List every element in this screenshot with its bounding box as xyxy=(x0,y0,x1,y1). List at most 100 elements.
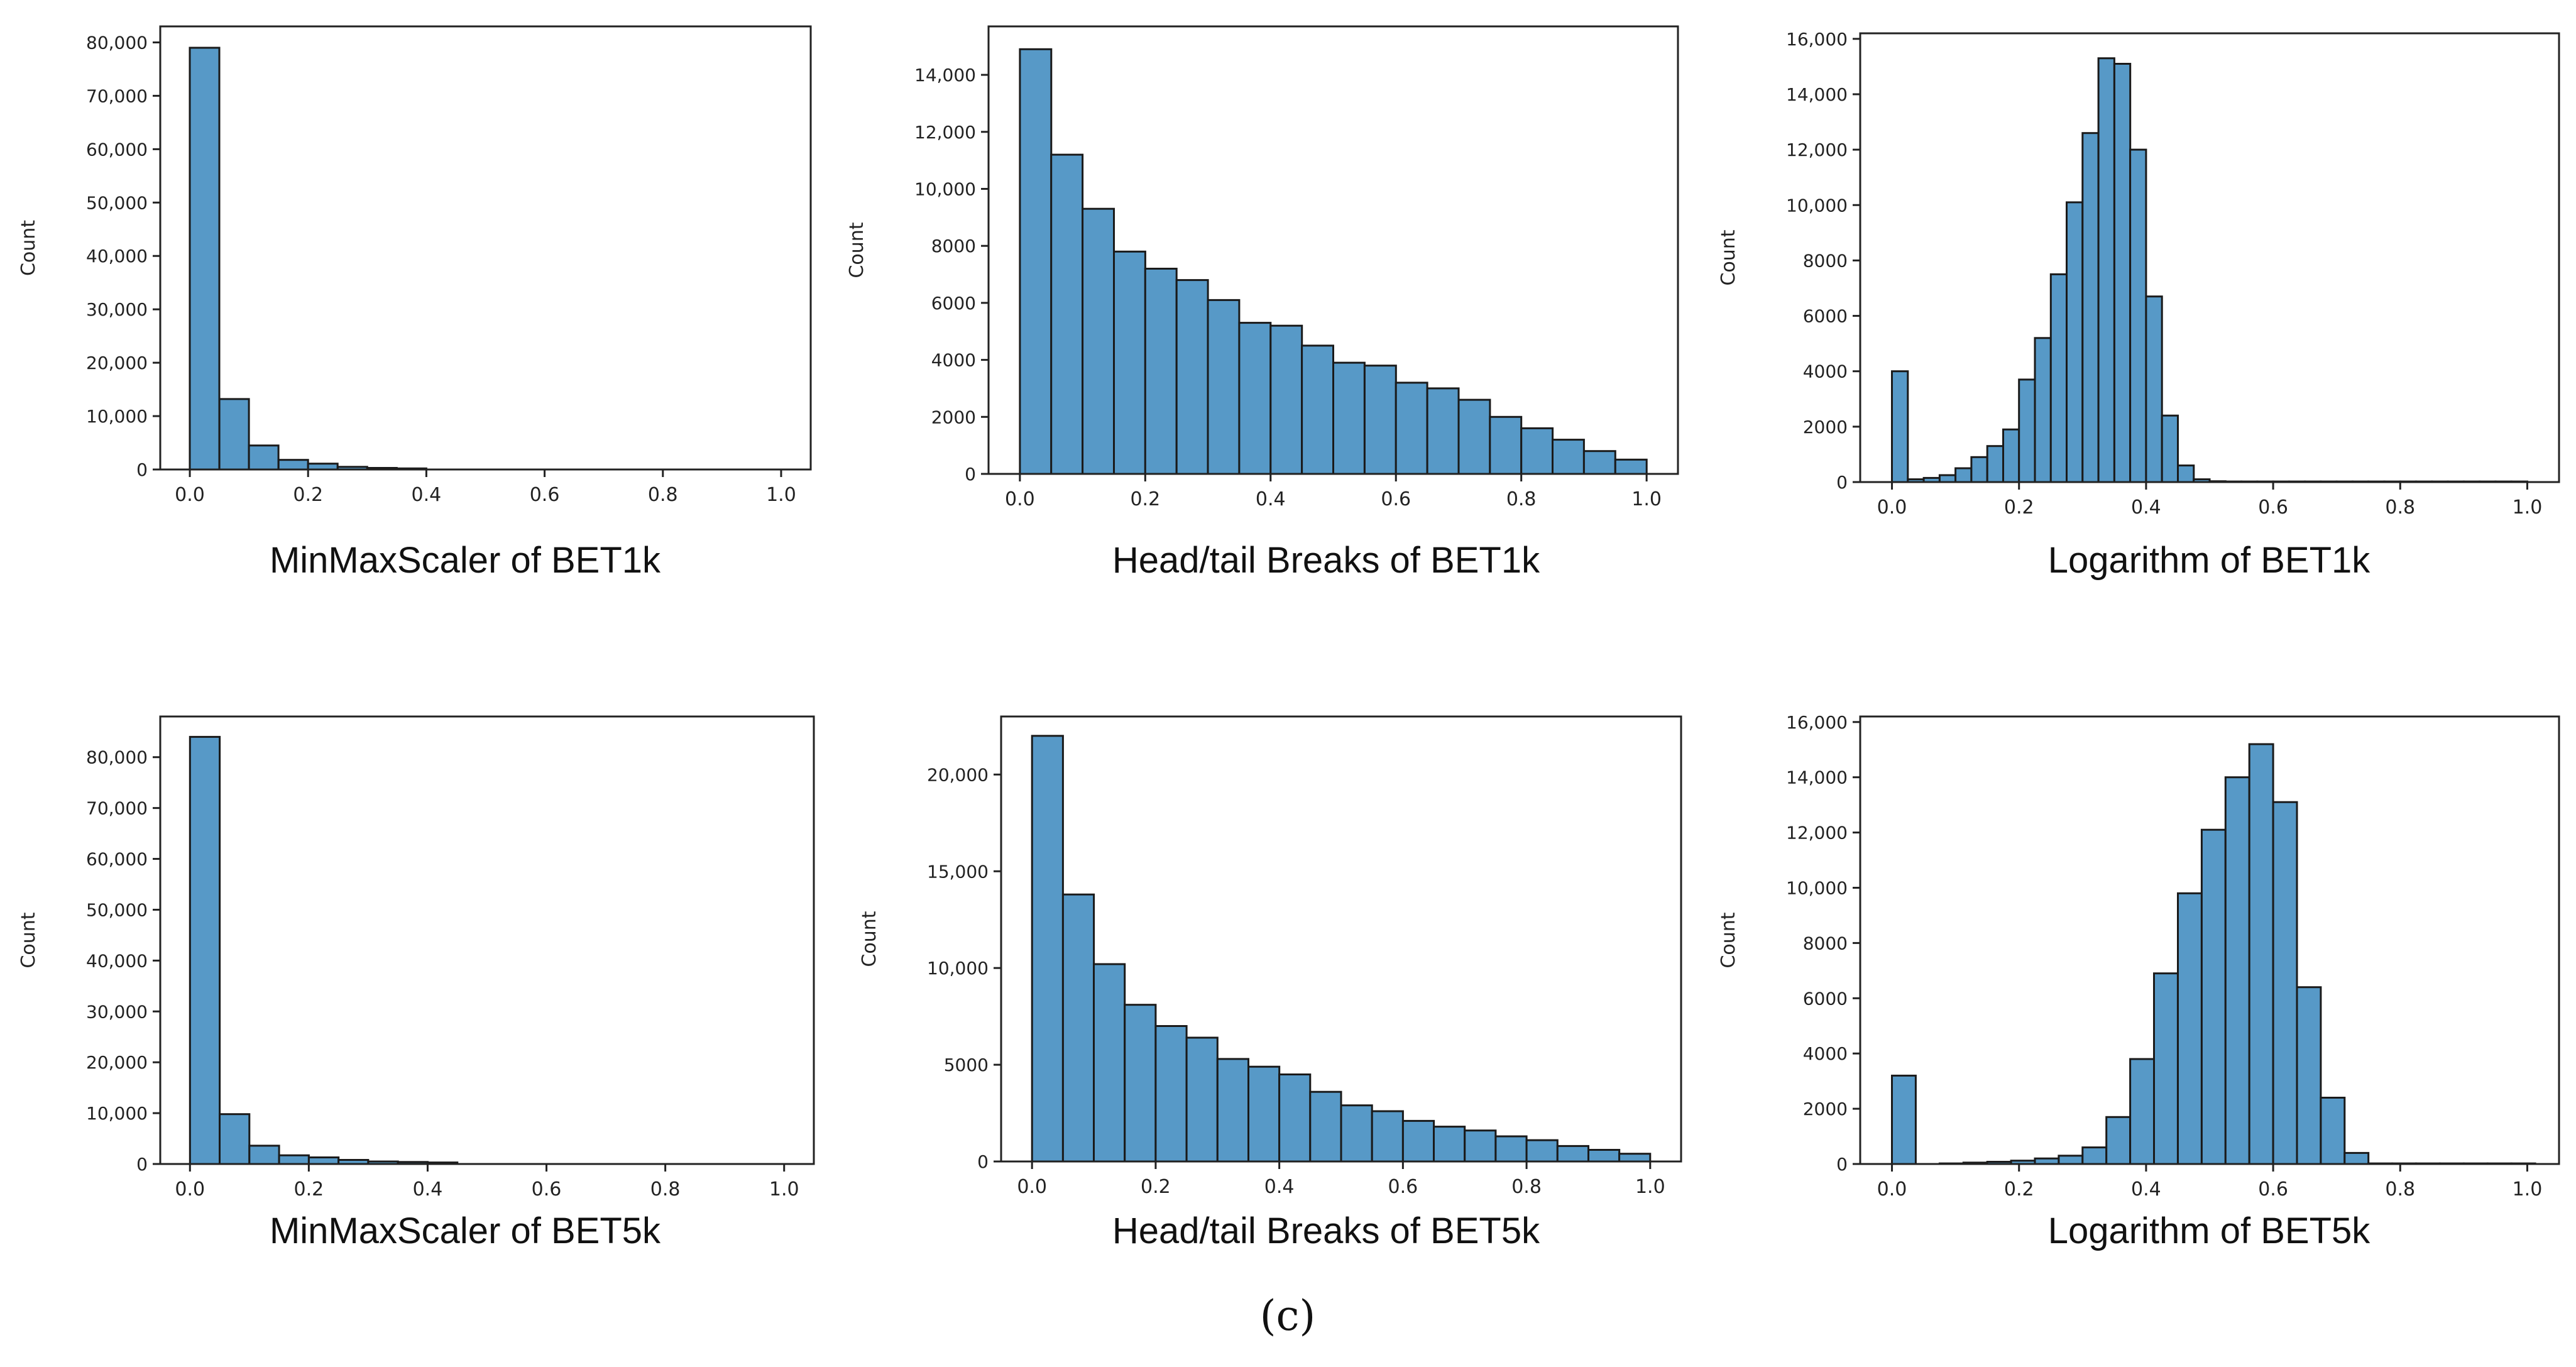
chart-panel-minmax-bet5k: 0 10,000 20,000 30,000 40,000 50,000 60,000 70,… xyxy=(18,715,815,1200)
x-tick-label: 1.0 xyxy=(1631,488,1662,510)
histogram-bar xyxy=(1494,1135,1528,1163)
histogram-bar xyxy=(1433,1126,1466,1163)
histogram-bar xyxy=(1395,382,1428,475)
y-tick-label: 4000 xyxy=(1803,1043,1848,1064)
x-tick-label: 0.8 xyxy=(648,484,678,506)
histogram-bar xyxy=(1954,467,1973,483)
histogram-bar xyxy=(2002,428,2020,483)
histogram-bar xyxy=(248,444,280,471)
x-tick-label: 0.6 xyxy=(532,1178,562,1200)
histogram-bar xyxy=(1278,1073,1312,1163)
histogram-bar xyxy=(1332,361,1366,475)
x-tick-label: 0.2 xyxy=(2004,1178,2034,1200)
histogram-bar xyxy=(189,735,221,1165)
y-axis-label: Count xyxy=(846,222,868,278)
panel-caption-headtail-bet1k: Head/tail Breaks of BET1k xyxy=(1112,540,1540,581)
y-axis-label: Count xyxy=(1718,229,1740,285)
y-tick-label: 8000 xyxy=(1803,933,1848,953)
y-tick-label: 50,000 xyxy=(86,192,148,213)
y-axis-label: Count xyxy=(858,911,880,967)
y-tick-label: 40,000 xyxy=(86,246,148,266)
y-tick-label: 0 xyxy=(136,1154,148,1175)
x-tick-label: 1.0 xyxy=(2513,1178,2543,1200)
histogram-bar xyxy=(1301,344,1335,475)
histogram-bar xyxy=(1552,439,1585,475)
x-tick-label: 0.0 xyxy=(1877,497,1907,519)
histogram-bar xyxy=(2224,776,2250,1165)
histogram-bar xyxy=(1175,279,1209,475)
histogram-bar xyxy=(2049,273,2068,483)
x-tick-label: 1.0 xyxy=(766,484,796,506)
chart-panel-minmax-bet1k: 0 10,000 20,000 30,000 40,000 50,000 60,000 70,… xyxy=(18,25,812,506)
histogram-bar xyxy=(1371,1110,1404,1163)
y-tick-label: 14,000 xyxy=(1786,84,1848,105)
x-tick-label: 0.0 xyxy=(175,1178,205,1200)
chart-panel-log-bet5k: 0 2000 4000 6000 8000 10,000 12,000 14,000 16,00… xyxy=(1718,712,2560,1200)
histogram-bar xyxy=(2145,295,2163,483)
y-axis-label: Count xyxy=(1718,912,1740,968)
axes-frame xyxy=(159,25,812,471)
axes-frame xyxy=(1859,715,2560,1165)
histogram-bar xyxy=(2129,148,2147,483)
y-tick-label: 15,000 xyxy=(927,861,989,882)
histogram-bar xyxy=(1556,1145,1590,1163)
x-tick-label: 1.0 xyxy=(1635,1176,1665,1198)
x-tick-label: 0.8 xyxy=(650,1178,681,1200)
panel-caption-log-bet1k: Logarithm of BET1k xyxy=(2047,540,2370,581)
x-tick-label: 1.0 xyxy=(769,1178,799,1200)
x-tick-label: 0.4 xyxy=(2131,497,2161,519)
histogram-bar xyxy=(1031,735,1064,1163)
histogram-bar xyxy=(2018,378,2036,483)
histogram-bar xyxy=(1154,1025,1188,1163)
histogram-bar xyxy=(1185,1036,1219,1163)
histogram-bar xyxy=(1061,893,1095,1163)
x-tick-label: 0.4 xyxy=(1256,488,1286,510)
histogram-bar xyxy=(1525,1139,1559,1163)
histogram-bar xyxy=(1019,48,1053,475)
y-tick-label: 4000 xyxy=(931,350,976,371)
histogram-bar xyxy=(219,1113,251,1165)
histogram-bar xyxy=(1582,450,1616,475)
histogram-bar xyxy=(1363,365,1397,475)
histogram-bar xyxy=(2248,743,2274,1165)
y-tick-label: 6000 xyxy=(931,293,976,314)
histogram-bar xyxy=(1050,153,1084,475)
x-tick-label: 0.8 xyxy=(2385,1178,2415,1200)
y-tick-label: 8000 xyxy=(931,236,976,256)
y-tick-label: 0 xyxy=(965,464,976,485)
x-tick-label: 0.6 xyxy=(1381,488,1411,510)
histogram-bar xyxy=(2177,892,2203,1165)
y-tick-label: 70,000 xyxy=(86,85,148,106)
y-tick-label: 12,000 xyxy=(1786,140,1848,160)
y-tick-label: 20,000 xyxy=(927,764,989,785)
y-tick-label: 6000 xyxy=(1803,988,1848,1009)
y-tick-label: 30,000 xyxy=(86,299,148,320)
x-tick-label: 0.2 xyxy=(1130,488,1160,510)
panel-caption-minmax-bet1k: MinMaxScaler of BET1k xyxy=(269,540,661,581)
x-tick-label: 0.8 xyxy=(1506,488,1537,510)
x-tick-label: 0.4 xyxy=(412,484,442,506)
histogram-bar xyxy=(1970,456,1988,483)
histogram-bar xyxy=(2343,1151,2370,1165)
y-tick-label: 12,000 xyxy=(914,122,976,143)
histogram-bar xyxy=(1401,1119,1435,1163)
histogram-bar xyxy=(2129,1058,2156,1165)
y-tick-label: 80,000 xyxy=(86,747,148,768)
y-tick-label: 4000 xyxy=(1803,361,1848,382)
x-tick-label: 0.2 xyxy=(2004,497,2034,519)
histogram-bar xyxy=(1093,963,1126,1163)
y-tick-label: 10,000 xyxy=(86,1103,148,1124)
x-tick-label: 0.0 xyxy=(1877,1178,1907,1200)
y-tick-label: 30,000 xyxy=(86,1001,148,1022)
histogram-bar xyxy=(1614,458,1648,475)
x-tick-label: 0.0 xyxy=(1017,1176,1047,1198)
axes-frame xyxy=(1000,715,1682,1163)
histogram-bar xyxy=(2272,801,2298,1165)
histogram-bar xyxy=(1520,427,1554,475)
histogram-bar xyxy=(2161,414,2179,483)
histogram-bar xyxy=(2066,201,2084,483)
histogram-bar xyxy=(1238,322,1272,475)
histogram-bar xyxy=(2097,57,2115,483)
